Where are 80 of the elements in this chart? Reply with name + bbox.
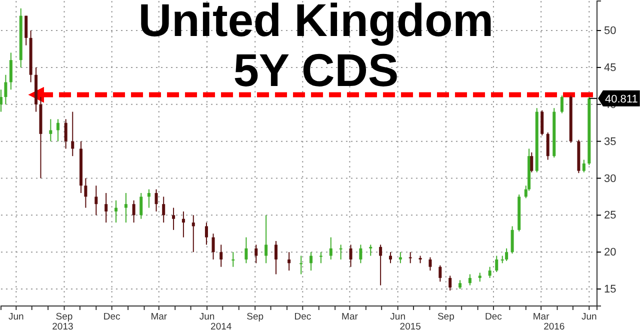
candlestick [71,111,74,157]
x2-tick-label: 2013 [52,322,74,333]
candlestick [192,214,195,253]
candlestick [359,244,362,264]
candlestick [310,252,313,272]
x-tick-label: Jun [8,312,24,323]
candlestick [408,252,412,264]
y-tick-label: 30 [604,172,616,185]
candlestick [510,226,514,254]
candlestick [244,236,248,264]
candlestick [24,15,28,46]
candlestick [274,240,278,275]
candlestick [560,95,564,114]
candlestick [339,244,342,260]
candlestick [147,188,150,208]
x-tick-label: Sep [437,312,454,323]
candlestick [212,233,215,260]
candlestick [264,214,268,264]
x2-tick-label: 2015 [400,322,421,333]
x-tick-label: Dec [485,312,502,323]
candlestick [124,192,128,224]
x-tick-label: Jun [390,312,406,323]
candlestick [254,244,258,264]
x-tick-label: Mar [150,312,168,323]
candlestick [438,264,442,282]
candlestick [329,236,332,260]
candlestick [84,178,88,208]
x2-tick-label: 2016 [544,322,565,333]
candlestick [369,244,372,256]
candlestick [428,256,432,272]
candlestick [154,188,158,212]
chart-title: United Kingdom [138,0,494,46]
x-tick-label: Mar [342,312,358,323]
candlestick [232,252,235,268]
y-tick-label: 25 [604,210,616,222]
x-tick-label: Sep [246,312,264,323]
candlestick [540,110,544,136]
candlestick [319,252,322,264]
candlestick [488,266,492,278]
x-tick-label: Dec [103,312,121,323]
y-tick-label: 20 [604,246,616,259]
candlestick [468,274,472,286]
candlestick [140,192,143,220]
x-tick-label: Mar [532,312,550,323]
candlestick [4,74,8,105]
candlestick [530,152,534,173]
annotation: 40.811 [605,93,638,106]
candlestick [56,118,60,142]
candlestick [0,89,2,112]
candlestick [349,244,352,268]
candlestick [448,275,452,291]
candlestick [49,118,52,142]
y-tick-label: 50 [604,25,616,38]
y-tick-label: 45 [604,62,616,74]
candlestick [582,159,586,173]
candlestick [114,200,118,224]
candlestick [505,248,508,262]
candlestick [172,207,176,230]
y-tick-label: 35 [604,136,616,148]
candlestick [379,244,382,286]
candlestick [94,185,98,216]
candlestick [388,252,392,264]
x-tick-label: Jun [581,312,597,323]
candlestick [64,118,68,150]
candlestick [104,192,108,224]
candlestick [288,252,291,272]
candlestick [132,200,136,224]
candlestick [495,255,498,273]
candlestick [182,210,185,238]
candlestick [204,222,208,246]
candlestick [162,196,166,224]
candlestick [220,244,223,268]
x-tick-label: Jun [199,312,215,323]
candlestick [9,52,12,90]
x-tick-label: Sep [56,312,73,323]
candlestick [546,132,550,160]
x2-tick-label: 2014 [210,322,232,333]
x-tick-label: Dec [294,312,312,323]
y-tick-label: 15 [604,284,616,296]
candlestick [300,255,303,275]
